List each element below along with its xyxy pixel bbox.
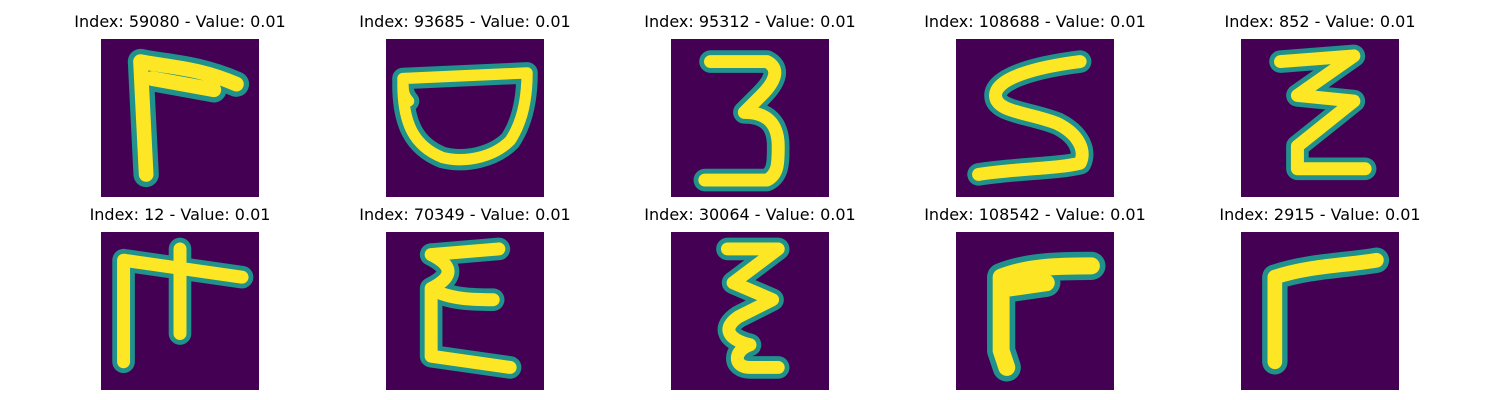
panel-title: Index: 59080 - Value: 0.01: [74, 12, 286, 31]
image-panel: Index: 2915 - Value: 0.01: [1200, 205, 1440, 390]
glyph-image: [1241, 232, 1399, 390]
panel-title: Index: 70349 - Value: 0.01: [359, 205, 571, 224]
panel-title: Index: 95312 - Value: 0.01: [644, 12, 856, 31]
glyph-image: [386, 232, 544, 390]
image-panel: Index: 108542 - Value: 0.01: [915, 205, 1155, 390]
glyph-image: [956, 232, 1114, 390]
glyph-image: [671, 39, 829, 197]
image-panel: Index: 95312 - Value: 0.01: [630, 12, 870, 197]
image-panel: Index: 30064 - Value: 0.01: [630, 205, 870, 390]
glyph-image: [386, 39, 544, 197]
image-panel: Index: 12 - Value: 0.01: [60, 205, 300, 390]
glyph-image: [101, 232, 259, 390]
image-panel: Index: 70349 - Value: 0.01: [345, 205, 585, 390]
image-panel: Index: 93685 - Value: 0.01: [345, 12, 585, 197]
glyph-image: [1241, 39, 1399, 197]
image-panel: Index: 852 - Value: 0.01: [1200, 12, 1440, 197]
panel-title: Index: 2915 - Value: 0.01: [1219, 205, 1421, 224]
panel-title: Index: 93685 - Value: 0.01: [359, 12, 571, 31]
panel-title: Index: 12 - Value: 0.01: [89, 205, 271, 224]
panel-title: Index: 108688 - Value: 0.01: [924, 12, 1146, 31]
panel-title: Index: 108542 - Value: 0.01: [924, 205, 1146, 224]
glyph-image: [671, 232, 829, 390]
panel-title: Index: 30064 - Value: 0.01: [644, 205, 856, 224]
glyph-image: [101, 39, 259, 197]
glyph-image: [956, 39, 1114, 197]
panel-title: Index: 852 - Value: 0.01: [1224, 12, 1416, 31]
image-panel: Index: 108688 - Value: 0.01: [915, 12, 1155, 197]
image-panel: Index: 59080 - Value: 0.01: [60, 12, 300, 197]
